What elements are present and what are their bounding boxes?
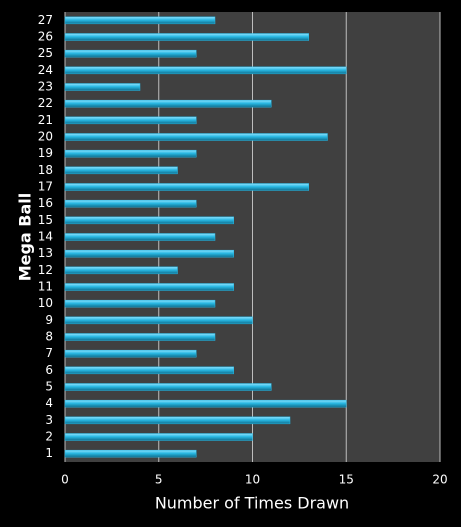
y-tick-label: 3 xyxy=(45,413,53,427)
y-tick-label: 22 xyxy=(38,96,53,110)
bar xyxy=(64,383,272,391)
y-tick-label: 27 xyxy=(38,13,53,27)
bar xyxy=(64,216,234,225)
y-tick-label: 5 xyxy=(45,380,53,394)
y-tick-label: 23 xyxy=(38,80,53,94)
bar xyxy=(64,149,197,158)
y-tick-label: 24 xyxy=(38,63,53,77)
bar xyxy=(64,199,197,208)
bar xyxy=(64,166,178,175)
bar xyxy=(64,349,197,358)
y-tick-label: 2 xyxy=(45,430,53,444)
bar xyxy=(64,83,141,91)
y-tick-label: 26 xyxy=(38,30,53,44)
bar xyxy=(64,316,253,325)
x-tick-label: 5 xyxy=(155,473,163,487)
bar xyxy=(64,133,328,141)
x-tick-label: 20 xyxy=(432,473,447,487)
y-tick-label: 8 xyxy=(45,330,53,344)
y-tick-label: 25 xyxy=(38,46,53,60)
bar xyxy=(64,416,291,425)
y-tick-label: 1 xyxy=(45,446,53,460)
bar xyxy=(64,249,234,258)
y-tick-label: 10 xyxy=(38,296,53,310)
y-tick-label: 11 xyxy=(38,280,53,294)
bar xyxy=(64,49,197,58)
bar xyxy=(64,99,272,108)
y-axis-title: Mega Ball xyxy=(16,193,35,282)
y-tick-label: 17 xyxy=(38,180,53,194)
x-tick-label: 15 xyxy=(339,473,354,487)
bar xyxy=(64,66,347,75)
y-tick-label: 21 xyxy=(38,113,53,127)
bar xyxy=(64,116,197,125)
bar xyxy=(64,449,197,458)
y-tick-label: 7 xyxy=(45,346,53,360)
bar xyxy=(64,266,178,275)
y-tick-label: 15 xyxy=(38,213,53,227)
x-axis-title: Number of Times Drawn xyxy=(155,494,349,513)
y-tick-label: 18 xyxy=(38,163,53,177)
bar xyxy=(64,283,234,291)
bar xyxy=(64,33,309,41)
y-tick-label: 14 xyxy=(38,230,53,244)
y-tick-label: 6 xyxy=(45,363,53,377)
bar xyxy=(64,399,347,408)
bar xyxy=(64,433,253,441)
x-tick-label: 0 xyxy=(61,473,69,487)
bar xyxy=(64,183,309,191)
y-tick-label: 12 xyxy=(38,263,53,277)
bar xyxy=(64,16,216,25)
y-tick-label: 9 xyxy=(45,313,53,327)
y-tick-label: 20 xyxy=(38,130,53,144)
y-tick-label: 16 xyxy=(38,196,53,210)
bar xyxy=(64,299,216,308)
bar xyxy=(64,233,216,241)
x-tick-label: 10 xyxy=(245,473,260,487)
y-tick-label: 19 xyxy=(38,146,53,160)
y-tick-label: 13 xyxy=(38,246,53,260)
bar xyxy=(64,366,234,375)
y-tick-label: 4 xyxy=(45,396,53,410)
bar xyxy=(64,333,216,341)
